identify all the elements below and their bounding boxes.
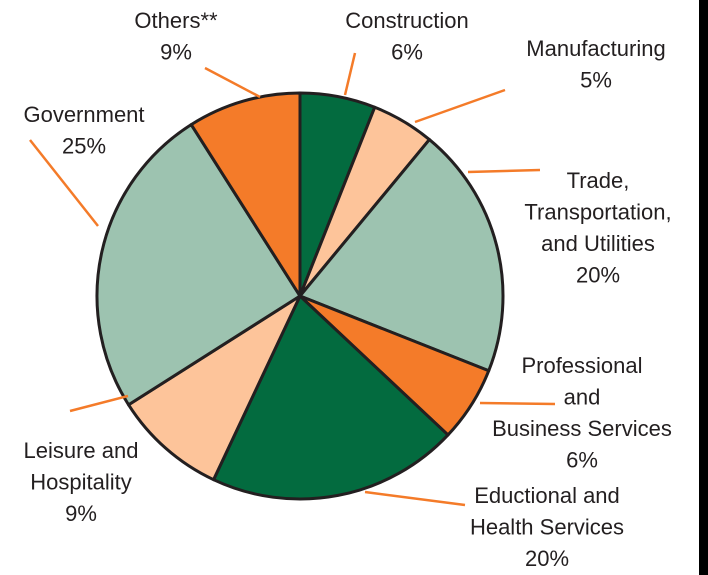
leader-line: [479, 401, 556, 406]
leader-line: [364, 490, 466, 507]
slice-label: Construction: [345, 8, 469, 33]
leader-line: [467, 168, 541, 174]
pie-slice: [127, 294, 302, 482]
slice-label: and: [564, 384, 601, 409]
slice-value-label: 25%: [62, 133, 106, 158]
pie-slice: [95, 123, 302, 407]
slice-value-label: 20%: [525, 546, 569, 571]
slice-label: Government: [23, 102, 144, 127]
slice-value-label: 6%: [566, 447, 598, 472]
pie-slice: [298, 138, 505, 373]
leader-line: [69, 394, 129, 413]
slice-label: Eductional and: [474, 483, 620, 508]
slice-label: Transportation,: [524, 199, 671, 224]
slice-value-label: 9%: [65, 501, 97, 526]
leader-line: [29, 139, 99, 227]
slice-value-label: 5%: [580, 67, 612, 92]
slice-label: Leisure and: [24, 438, 139, 463]
slice-label: Health Services: [470, 514, 624, 539]
slice-label: Trade,: [567, 168, 630, 193]
slice-label: Manufacturing: [526, 36, 665, 61]
slice-label: Hospitality: [30, 469, 131, 494]
right-border: [699, 0, 708, 575]
slice-value-label: 6%: [391, 39, 423, 64]
pie-slice: [212, 294, 450, 501]
slice-value-label: 20%: [576, 262, 620, 287]
slice-label: Others**: [134, 8, 218, 33]
leader-line: [204, 66, 261, 99]
slice-label: Business Services: [492, 416, 672, 441]
leader-line: [343, 52, 357, 96]
leader-line: [414, 88, 506, 124]
slice-value-label: 9%: [160, 39, 192, 64]
slice-label: and Utilities: [541, 231, 655, 256]
slice-label: Professional: [521, 353, 642, 378]
pie-slice: [189, 91, 302, 298]
